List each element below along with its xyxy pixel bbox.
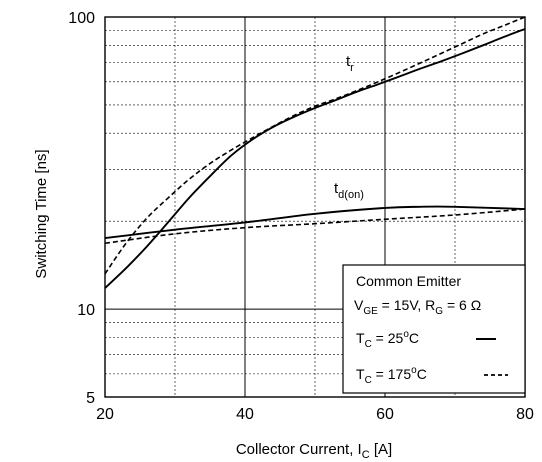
minor-grid bbox=[105, 17, 525, 397]
series-tr-25c bbox=[104, 28, 526, 289]
legend: Common Emitter VGE = 15V, RG = 6 Ω TC = … bbox=[342, 264, 526, 394]
x-tick-label: 80 bbox=[516, 406, 534, 423]
legend-box bbox=[342, 264, 526, 394]
x-tick-label: 40 bbox=[236, 406, 254, 423]
y-axis-title: Switching Time [ns] bbox=[33, 149, 50, 278]
x-tick-label: 20 bbox=[96, 406, 114, 423]
curve-label-tr: tr bbox=[346, 53, 354, 74]
x-axis-title: Collector Current, IC [A] bbox=[236, 441, 392, 461]
series-lines bbox=[104, 16, 526, 289]
x-tick-label: 60 bbox=[376, 406, 394, 423]
legend-conditions: VGE = 15V, RG = 6 Ω bbox=[354, 297, 481, 317]
series-tdon-175c bbox=[104, 208, 526, 245]
legend-title: Common Emitter bbox=[356, 273, 461, 289]
y-tick-label: 10 bbox=[77, 302, 95, 319]
tick-labels: 20 40 60 80 5 10 100 bbox=[68, 10, 534, 423]
y-tick-label: 100 bbox=[68, 10, 95, 27]
legend-entry-25c: TC = 25oC bbox=[356, 329, 419, 350]
legend-entry-175c: TC = 175oC bbox=[356, 365, 427, 386]
plot-frame bbox=[104, 16, 526, 398]
series-tdon-25c bbox=[104, 205, 526, 240]
series-tr-175c bbox=[104, 16, 526, 275]
y-tick-label: 5 bbox=[86, 390, 95, 407]
curve-label-td-on: td(on) bbox=[334, 180, 364, 201]
